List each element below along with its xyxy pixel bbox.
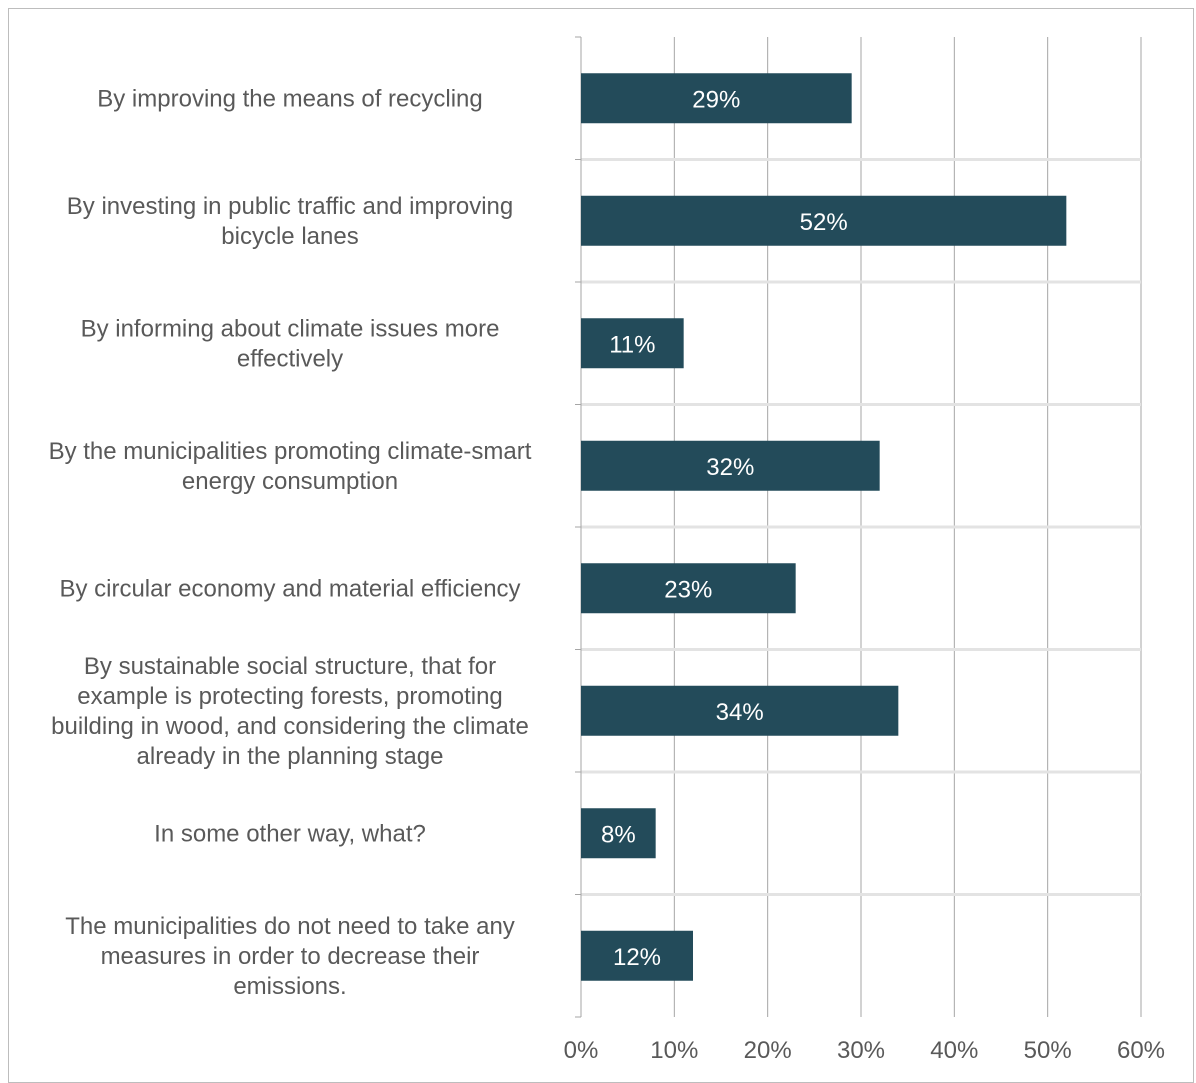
category-label: By improving the means of recycling — [97, 85, 483, 112]
x-tick-label: 20% — [744, 1037, 792, 1064]
x-tick-label: 10% — [650, 1037, 698, 1064]
data-label: 23% — [664, 576, 712, 603]
x-tick-label: 0% — [564, 1037, 599, 1064]
category-label: By informing about climate issues more ef… — [81, 315, 500, 372]
category-label-line: energy consumption — [182, 468, 398, 495]
category-label: By investing in public traffic and impro… — [67, 193, 513, 250]
category-label-line: already in the planning stage — [137, 743, 444, 770]
category-label-line: bicycle lanes — [221, 223, 358, 250]
category-label-line: By improving the means of recycling — [97, 85, 483, 112]
category-label-line: By sustainable social structure, that fo… — [84, 653, 496, 680]
category-label: By circular economy and material efficie… — [59, 575, 520, 602]
category-label: By the municipalities promoting climate-… — [49, 438, 532, 495]
data-label: 32% — [706, 454, 754, 481]
data-label: 52% — [800, 209, 848, 236]
category-label-line: effectively — [237, 345, 343, 372]
bar — [581, 930, 693, 981]
data-label: 8% — [601, 821, 636, 848]
category-label-line: By circular economy and material efficie… — [59, 575, 520, 602]
category-label-line: measures in order to decrease their — [101, 943, 480, 970]
bar — [581, 73, 852, 124]
bar — [581, 318, 684, 369]
category-label-line: The municipalities do not need to take a… — [65, 913, 515, 940]
category-label-line: In some other way, what? — [154, 820, 426, 847]
bar — [581, 563, 796, 614]
x-tick-label: 30% — [837, 1037, 885, 1064]
category-label-line: building in wood, and considering the cl… — [51, 713, 529, 740]
category-label-line: By the municipalities promoting climate-… — [49, 438, 532, 465]
bar — [581, 808, 656, 859]
category-label-line: By investing in public traffic and impro… — [67, 193, 513, 220]
chart-frame — [8, 8, 1194, 1083]
x-tick-label: 60% — [1117, 1037, 1165, 1064]
x-tick-label: 50% — [1024, 1037, 1072, 1064]
category-label: By sustainable social structure, that fo… — [51, 653, 529, 770]
data-label: 11% — [609, 331, 655, 358]
data-label: 29% — [692, 86, 740, 113]
category-label-line: By informing about climate issues more — [81, 315, 500, 342]
bar — [581, 440, 880, 491]
bar — [581, 195, 1067, 246]
data-label: 12% — [613, 944, 661, 971]
data-label: 34% — [716, 699, 764, 726]
category-label-line: example is protecting forests, promoting — [77, 683, 503, 710]
category-label-line: emissions. — [233, 973, 346, 1000]
category-label: In some other way, what? — [154, 820, 426, 847]
category-label: The municipalities do not need to take a… — [65, 913, 515, 1000]
x-tick-label: 40% — [930, 1037, 978, 1064]
bar — [581, 685, 899, 736]
